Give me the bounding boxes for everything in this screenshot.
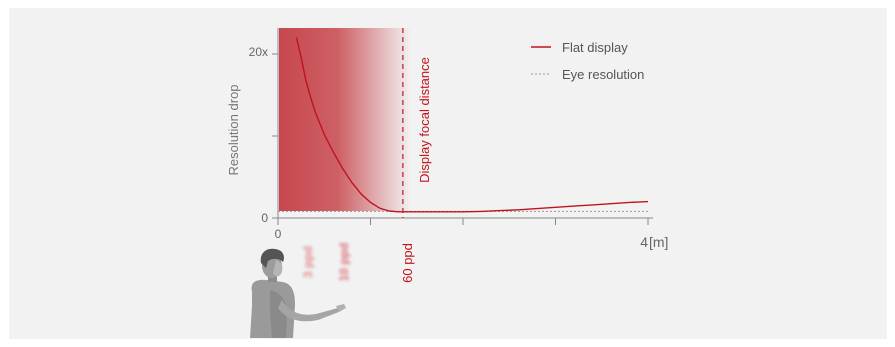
series-line-flat-display bbox=[295, 37, 649, 213]
person-face bbox=[273, 260, 283, 277]
series-layer bbox=[278, 37, 649, 213]
x-tick-label-4: 4 bbox=[640, 234, 648, 250]
ppd-label-10: 10 ppd bbox=[337, 243, 351, 282]
x-unit-label: [m] bbox=[649, 234, 668, 250]
legend-label-flat-display: Flat display bbox=[562, 40, 628, 55]
y-tick-label-0: 0 bbox=[261, 211, 268, 225]
focal-distance-label: Display focal distance bbox=[417, 57, 432, 183]
ppd-label-3: 3 ppd bbox=[301, 246, 315, 278]
legend-label-eye-resolution: Eye resolution bbox=[562, 67, 644, 82]
x-ticks bbox=[277, 218, 649, 225]
person-arm bbox=[278, 300, 339, 322]
focal-ppd-label: 60 ppd bbox=[400, 243, 415, 283]
near-range-gradient bbox=[279, 28, 411, 211]
y-axis-title: Resolution drop bbox=[226, 84, 241, 175]
figure-panel bbox=[9, 8, 887, 339]
person-hand bbox=[336, 304, 346, 312]
person-hair bbox=[260, 248, 284, 268]
y-ticks bbox=[272, 53, 278, 219]
person-illustration bbox=[250, 248, 346, 338]
y-tick-label-20x: 20x bbox=[249, 45, 268, 59]
x-tick-label-0: 0 bbox=[275, 227, 282, 241]
